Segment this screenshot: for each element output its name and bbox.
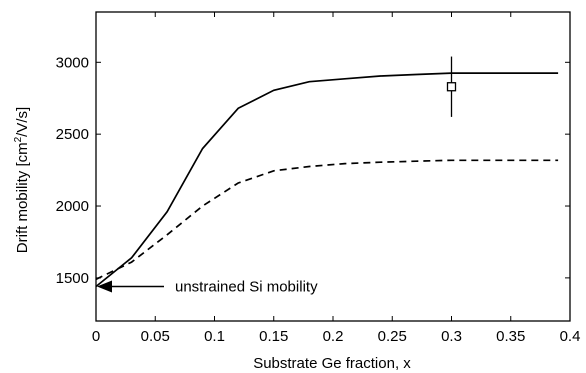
y-tick-label: 1500 (56, 270, 89, 287)
y-axis-label-tail: /V/s] (14, 107, 31, 137)
y-tick-label: 2000 (56, 198, 89, 215)
y-axis-label-superscript: 2 (13, 136, 24, 142)
annotation-text: unstrained Si mobility (175, 279, 318, 296)
x-tick-label: 0 (92, 328, 100, 345)
x-tick-label: 0.25 (378, 328, 407, 345)
plot-frame (95, 11, 571, 322)
measured-data-point (446, 82, 457, 92)
y-axis-label: Drift mobility [cm2/V/s] (13, 107, 31, 253)
solid-mobility-line (95, 72, 559, 288)
y-axis-label-main: Drift mobility [cm (14, 142, 31, 253)
y-tick-label: 3000 (56, 54, 89, 71)
x-tick-label: 0.05 (141, 328, 170, 345)
x-tick-label: 0.3 (441, 328, 462, 345)
x-axis-label: Substrate Ge fraction, x (253, 355, 411, 372)
x-tick-label: 0.35 (496, 328, 525, 345)
annotation-arrowhead (97, 280, 112, 293)
plot-area: 0 0.05 0.1 0.15 0.2 0.25 0.3 0.35 0.4 1500 2000 250… (56, 11, 581, 345)
x-tick-label: 0.15 (259, 328, 288, 345)
x-tick-label: 0.4 (560, 328, 581, 345)
y-tick-label: 2500 (56, 126, 89, 143)
x-tick-label: 0.2 (323, 328, 344, 345)
dashed-mobility-line (95, 159, 559, 281)
x-tick-label: 0.1 (204, 328, 225, 345)
